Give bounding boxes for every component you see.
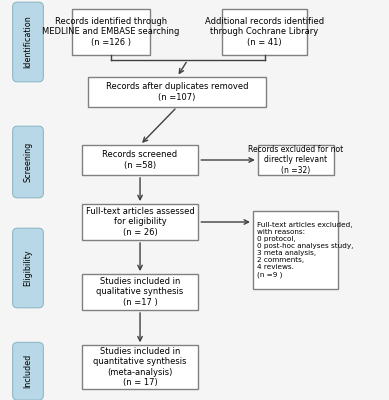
FancyBboxPatch shape bbox=[72, 9, 150, 55]
Text: Records excluded for not
directly relevant
(n =32): Records excluded for not directly releva… bbox=[248, 145, 343, 175]
FancyBboxPatch shape bbox=[12, 126, 43, 198]
Text: Records identified through
MEDLINE and EMBASE searching
(n =126 ): Records identified through MEDLINE and E… bbox=[42, 17, 180, 47]
FancyBboxPatch shape bbox=[258, 145, 333, 175]
Text: Studies included in
quantitative synthesis
(meta-analysis)
(n = 17): Studies included in quantitative synthes… bbox=[93, 347, 187, 387]
FancyBboxPatch shape bbox=[82, 345, 198, 389]
FancyBboxPatch shape bbox=[82, 204, 198, 240]
Text: Identification: Identification bbox=[23, 16, 33, 68]
FancyBboxPatch shape bbox=[222, 9, 307, 55]
Text: Records screened
(n =58): Records screened (n =58) bbox=[102, 150, 178, 170]
FancyBboxPatch shape bbox=[88, 77, 266, 107]
FancyBboxPatch shape bbox=[253, 211, 338, 289]
FancyBboxPatch shape bbox=[82, 274, 198, 310]
Text: Records after duplicates removed
(n =107): Records after duplicates removed (n =107… bbox=[106, 82, 248, 102]
Text: Eligibility: Eligibility bbox=[23, 250, 33, 286]
Text: Full-text articles excluded,
with reasons:
0 protocol,
0 post-hoc analyses study: Full-text articles excluded, with reason… bbox=[257, 222, 353, 278]
FancyBboxPatch shape bbox=[12, 2, 43, 82]
FancyBboxPatch shape bbox=[82, 145, 198, 175]
Text: Studies included in
qualitative synthesis
(n =17 ): Studies included in qualitative synthesi… bbox=[96, 277, 184, 307]
FancyBboxPatch shape bbox=[12, 228, 43, 308]
FancyBboxPatch shape bbox=[12, 342, 43, 400]
Text: Full-text articles assessed
for eligibility
(n = 26): Full-text articles assessed for eligibil… bbox=[86, 207, 194, 237]
Text: Included: Included bbox=[23, 354, 33, 388]
Text: Screening: Screening bbox=[23, 142, 33, 182]
Text: Additional records identified
through Cochrane Library
(n = 41): Additional records identified through Co… bbox=[205, 17, 324, 47]
